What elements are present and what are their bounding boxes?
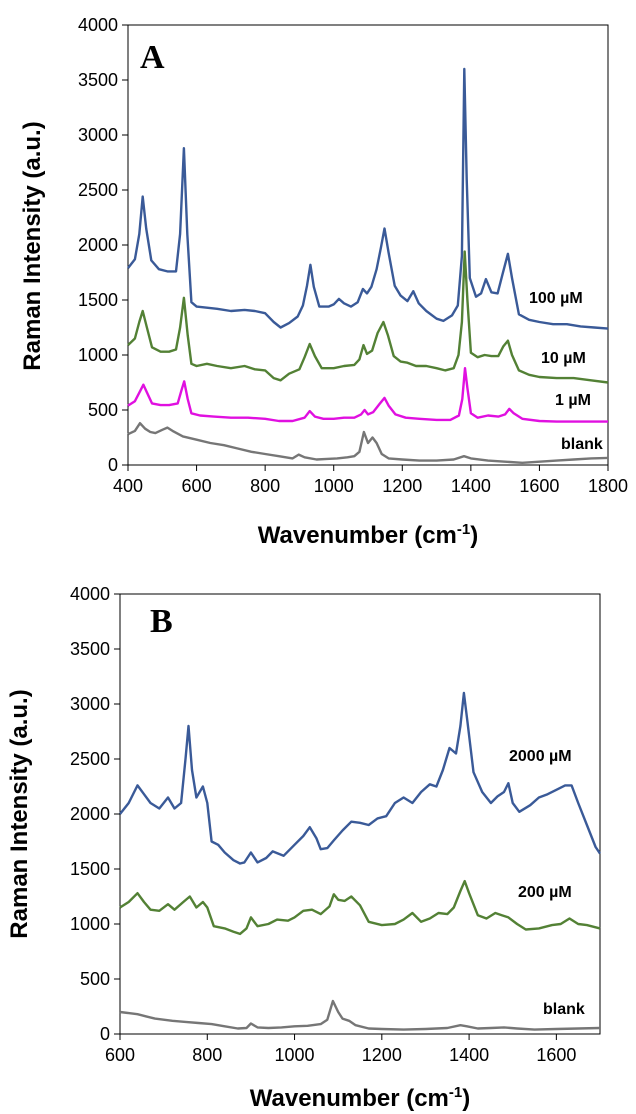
x-tick-label: 1000	[314, 476, 354, 496]
series-label-blank: blank	[543, 1001, 585, 1018]
series-layer	[119, 691, 601, 1031]
y-tick-label: 1500	[70, 859, 110, 879]
series-line-blank	[119, 999, 601, 1031]
series-line-100-um	[127, 67, 609, 330]
plot-frame	[127, 24, 609, 466]
x-tick-label: 1200	[382, 476, 422, 496]
x-axis-label: Wavenumber (cm-1)	[258, 521, 479, 549]
plot-area: 0 500 1000 1500 2000 2500 3000 3500 4000 400 600 8…	[78, 15, 628, 496]
x-tick-label: 1200	[362, 1045, 402, 1065]
series-layer	[127, 67, 609, 464]
y-tick-label: 2500	[78, 180, 118, 200]
series-line-blank	[127, 422, 609, 464]
series-line-2000-um	[119, 691, 601, 865]
series-label-blank: blank	[561, 436, 603, 453]
series-label-100-um: 100 µM	[529, 290, 583, 307]
y-tick-label: 500	[88, 400, 118, 420]
x-tick-label: 600	[182, 476, 212, 496]
x-tick-label: 1000	[275, 1045, 315, 1065]
x-axis-label: Wavenumber (cm-1)	[250, 1084, 471, 1112]
series-label-10-um: 10 µM	[541, 350, 586, 367]
panel-letter: B	[150, 603, 173, 640]
y-tick-label: 3500	[78, 70, 118, 90]
x-tick-label: 1400	[451, 476, 491, 496]
y-tick-label: 1000	[70, 914, 110, 934]
y-tick-label: 4000	[78, 15, 118, 35]
y-tick-label: 500	[80, 969, 110, 989]
series-line-10-um	[127, 250, 609, 384]
y-tick-label: 2000	[78, 235, 118, 255]
x-ticks: 400 600 800 1000 1200 1400 1600 1800	[113, 465, 628, 496]
y-tick-label: 0	[108, 455, 118, 475]
x-tick-label: 800	[192, 1045, 222, 1065]
series-label-200-um: 200 µM	[518, 884, 572, 901]
y-axis-label: Raman Intensity (a.u.)	[6, 689, 33, 938]
x-tick-label: 1800	[588, 476, 628, 496]
y-tick-label: 3000	[70, 694, 110, 714]
panel-a: Raman Intensity (a.u.) 0 500 1000 1500 2000 2…	[19, 15, 628, 549]
plot-area: 0 500 1000 1500 2000 2500 3000 3500 4000 600 800 1…	[70, 584, 601, 1065]
x-tick-label: 1400	[449, 1045, 489, 1065]
y-tick-label: 2000	[70, 804, 110, 824]
y-tick-label: 1000	[78, 345, 118, 365]
y-tick-label: 3500	[70, 639, 110, 659]
plot-frame	[119, 593, 601, 1035]
y-tick-label: 0	[100, 1024, 110, 1044]
x-tick-label: 400	[113, 476, 143, 496]
y-tick-label: 3000	[78, 125, 118, 145]
series-line-1-um	[127, 367, 608, 423]
y-axis-label: Raman Intensity (a.u.)	[19, 121, 46, 370]
y-tick-label: 1500	[78, 290, 118, 310]
y-ticks: 0 500 1000 1500 2000 2500 3000 3500 4000	[70, 584, 120, 1044]
x-ticks: 600 800 1000 1200 1400 1600	[105, 1034, 576, 1065]
y-ticks: 0 500 1000 1500 2000 2500 3000 3500 4000	[78, 15, 128, 475]
series-label-1-um: 1 µM	[555, 392, 591, 409]
y-tick-label: 2500	[70, 749, 110, 769]
series-label-2000-um: 2000 µM	[509, 748, 572, 765]
panel-letter: A	[140, 39, 165, 76]
series-line-200-um	[119, 879, 601, 936]
y-tick-label: 4000	[70, 584, 110, 604]
x-tick-label: 800	[250, 476, 280, 496]
x-tick-label: 1600	[536, 1045, 576, 1065]
panel-b: Raman Intensity (a.u.) 0 500 1000 1500 2000 2…	[6, 584, 601, 1112]
x-tick-label: 600	[105, 1045, 135, 1065]
x-tick-label: 1600	[519, 476, 559, 496]
